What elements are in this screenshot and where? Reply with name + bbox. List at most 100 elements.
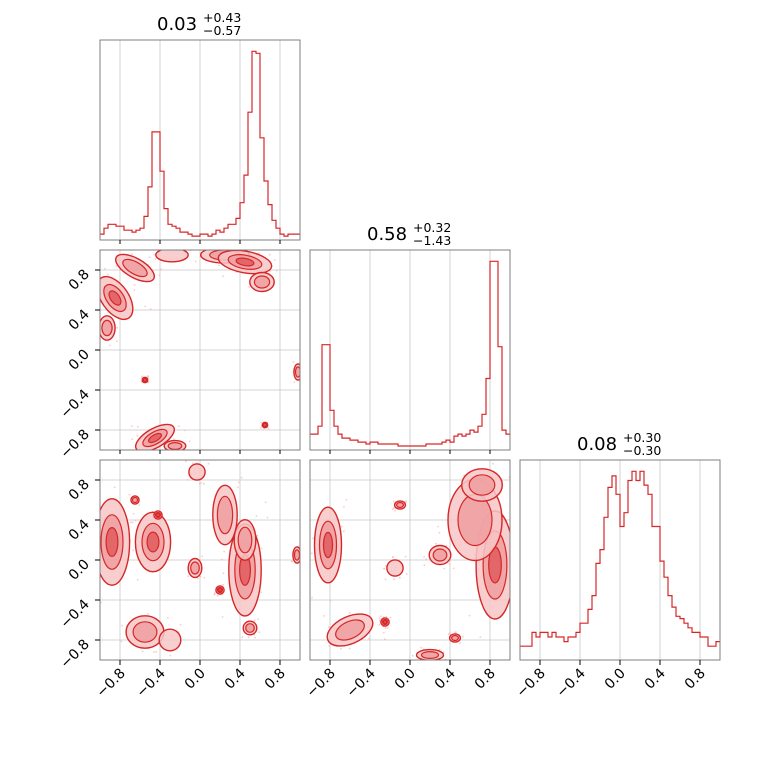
- hist-2-title-plus: +0.32: [413, 220, 451, 235]
- sample-point: [275, 269, 278, 272]
- sample-point: [256, 534, 259, 537]
- sample-point: [260, 427, 262, 429]
- x-tick-label: −0.8: [513, 666, 548, 701]
- density-panel-1-2: [99, 249, 301, 451]
- sample-point: [109, 344, 111, 347]
- sample-point: [248, 286, 251, 288]
- sample-point: [368, 637, 370, 640]
- density-panel-2-3: [309, 459, 511, 661]
- hist-1-grid: [119, 40, 281, 240]
- sample-point: [136, 578, 139, 581]
- contour-level-2: [451, 634, 460, 642]
- sample-point: [222, 275, 225, 278]
- density-1-2-grid: [100, 250, 300, 450]
- sample-point: [213, 592, 216, 594]
- sample-point: [147, 380, 150, 383]
- hist-panel-param-1: 0.03 +0.43 −0.57: [99, 10, 301, 241]
- hist-3-title-minus: −0.30: [623, 443, 661, 458]
- contour-level-3: [147, 432, 163, 444]
- contour-level-3: [217, 587, 223, 593]
- contour-level-2: [101, 319, 113, 337]
- sample-point: [269, 270, 272, 273]
- x-tick-label: −0.8: [93, 666, 128, 701]
- sample-point: [116, 340, 118, 343]
- sample-point: [420, 646, 423, 649]
- sample-point: [449, 632, 451, 634]
- x-tick-label: 0.0: [392, 666, 419, 693]
- sample-point: [389, 616, 392, 619]
- sample-point: [183, 429, 186, 432]
- sample-point: [258, 631, 261, 634]
- sample-point: [257, 618, 259, 620]
- sample-point: [378, 619, 381, 622]
- sample-point: [136, 425, 139, 428]
- sample-point: [383, 631, 385, 634]
- sample-point: [222, 572, 225, 575]
- sample-point: [423, 555, 425, 558]
- x-tick-label: 0.8: [262, 666, 289, 693]
- contour-level-3: [108, 290, 122, 306]
- contour-level-1: [158, 628, 182, 652]
- sample-point: [179, 623, 182, 626]
- x-tick-label: 0.4: [432, 665, 459, 692]
- sample-point: [268, 253, 271, 256]
- sample-point: [221, 558, 224, 561]
- sample-point: [131, 521, 134, 524]
- sample-point: [340, 525, 343, 528]
- sample-point: [221, 616, 224, 618]
- contour-level-2: [131, 496, 139, 504]
- sample-point: [385, 615, 388, 618]
- x-tick-label: 0.4: [642, 665, 669, 692]
- y-tick-label: 0.8: [66, 267, 93, 294]
- sample-point: [266, 516, 269, 519]
- sample-point: [199, 575, 202, 578]
- sample-point: [128, 493, 131, 496]
- x-tick-label: 0.0: [182, 666, 209, 693]
- sample-point: [141, 650, 144, 653]
- sample-point: [438, 531, 441, 534]
- y-tick-label: −0.8: [57, 637, 92, 672]
- sample-point: [423, 564, 426, 567]
- sample-point: [452, 567, 455, 570]
- contour-level-1: [386, 559, 404, 577]
- y-tick-label: −0.4: [57, 596, 92, 631]
- sample-point: [411, 654, 414, 657]
- sample-point: [116, 326, 119, 329]
- hist-3-step: [520, 470, 720, 647]
- sample-point: [383, 567, 385, 570]
- sample-point: [399, 576, 401, 579]
- sample-point: [134, 519, 137, 522]
- contour-level-3: [382, 619, 388, 625]
- sample-point: [348, 612, 351, 614]
- contour-level-2: [216, 495, 234, 535]
- sample-point: [130, 425, 133, 428]
- sample-point: [492, 462, 494, 465]
- contour-level-3: [155, 512, 161, 518]
- hist-2-title-median: 0.58: [367, 224, 407, 245]
- sample-point: [392, 500, 395, 503]
- sample-point: [425, 558, 428, 560]
- hist-panel-param-2: 0.58 +0.32 −1.43: [309, 220, 511, 451]
- sample-point: [312, 537, 314, 540]
- sample-point: [218, 264, 220, 267]
- x-tick-label: 0.0: [602, 666, 629, 693]
- sample-point: [201, 555, 204, 558]
- sample-point: [479, 636, 482, 638]
- sample-point: [130, 521, 132, 524]
- sample-point: [187, 575, 190, 578]
- sample-point: [260, 591, 263, 594]
- sample-point: [148, 256, 151, 259]
- sample-point: [136, 434, 139, 437]
- sample-point: [345, 498, 348, 501]
- sample-point: [203, 576, 206, 579]
- contour-level-2: [294, 366, 300, 378]
- sample-point: [132, 512, 135, 515]
- sample-point: [323, 615, 325, 617]
- sample-point: [391, 508, 394, 511]
- x-tick-label: −0.4: [133, 665, 168, 700]
- x-tick-label: 0.8: [472, 666, 499, 693]
- sample-point: [141, 375, 144, 378]
- sample-point: [138, 504, 141, 506]
- contour-level-3: [146, 531, 160, 553]
- contour-level-2: [396, 501, 405, 509]
